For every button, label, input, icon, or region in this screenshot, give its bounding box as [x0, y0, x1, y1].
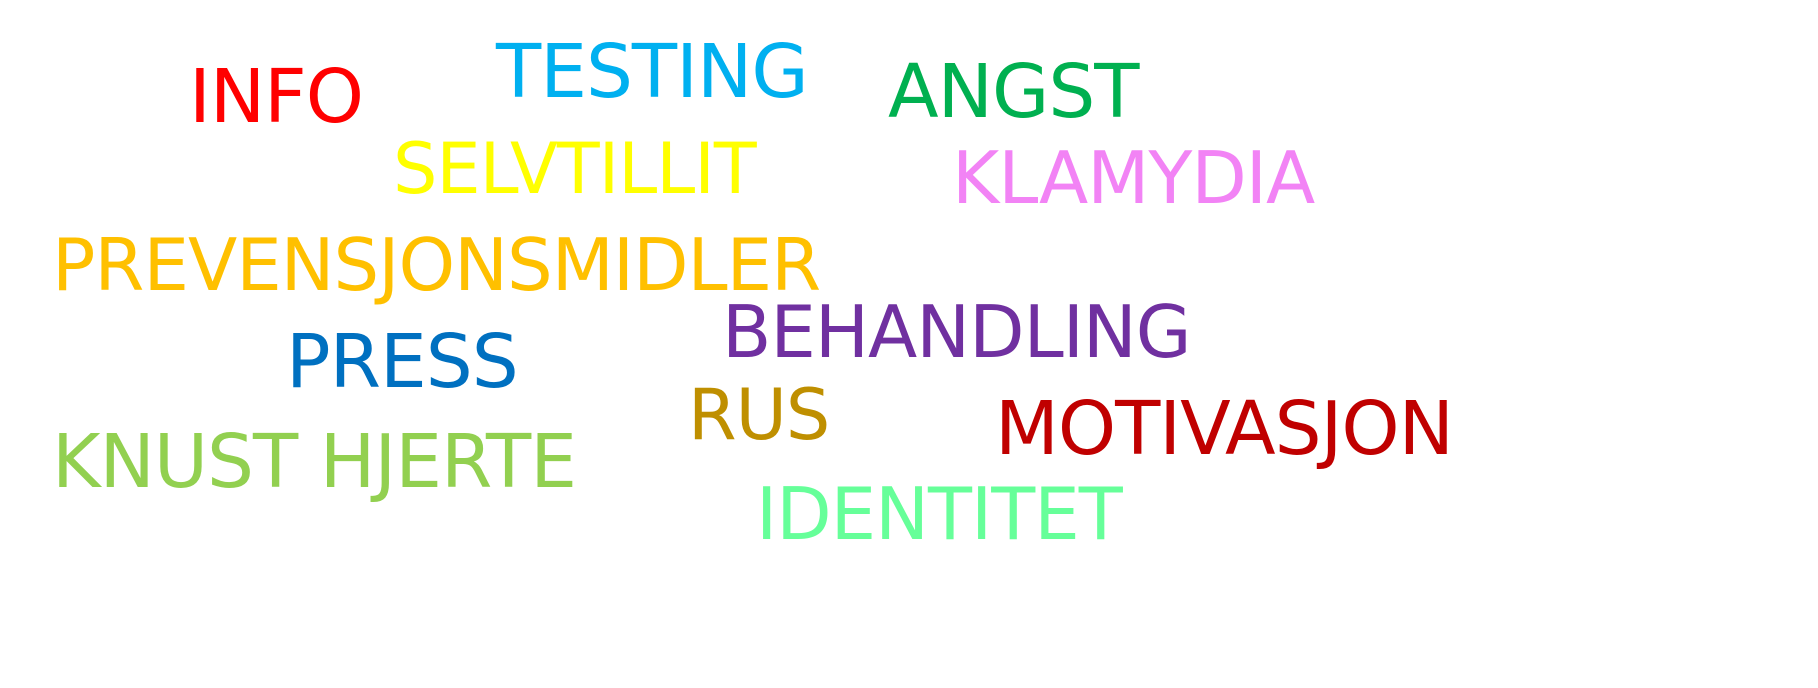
word-press: PRESS [286, 319, 519, 405]
word-angst: ANGST [888, 49, 1139, 135]
word-testing: TESTING [496, 29, 809, 115]
word-selvtillit: SELVTILLIT [393, 128, 757, 210]
word-info: INFO [189, 54, 364, 140]
word-prevensjonsmidler: PREVENSJONSMIDLER [52, 223, 821, 307]
word-behandling: BEHANDLING [722, 290, 1192, 374]
word-motivasjon: MOTIVASJON [995, 386, 1454, 472]
word-knust-hjerte: KNUST HJERTE [52, 419, 577, 505]
word-identitet: IDENTITET [756, 472, 1123, 556]
word-klamydia: KLAMYDIA [952, 136, 1315, 220]
word-rus: RUS [688, 374, 830, 456]
